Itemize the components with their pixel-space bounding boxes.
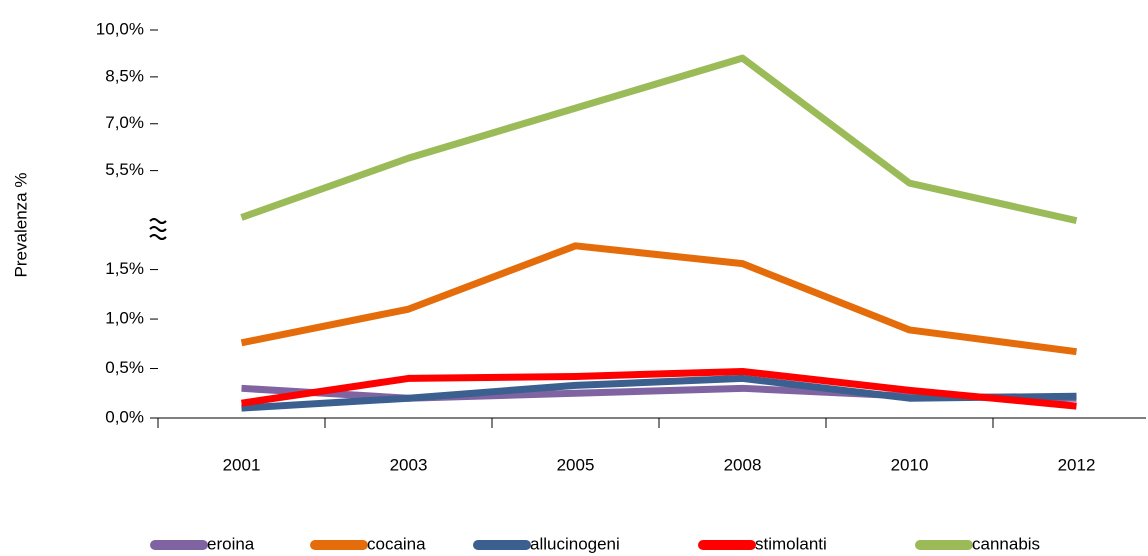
y-tick-label: 0,0% xyxy=(105,407,144,426)
y-tick-label: 7,0% xyxy=(105,113,144,132)
legend: eroina cocaina allucinogeni stimolanti canna… xyxy=(150,534,1040,553)
legend-label: eroina xyxy=(207,534,255,553)
x-tick-label: 2005 xyxy=(557,455,595,474)
y-tick-label: 5,5% xyxy=(105,160,144,179)
y-axis-label: Prevalenza % xyxy=(11,173,30,278)
axis-break xyxy=(149,218,167,240)
legend-label: allucinogeni xyxy=(530,534,620,553)
x-tick-label: 2008 xyxy=(724,455,762,474)
y-tick-label: 10,0% xyxy=(96,19,144,38)
series-line xyxy=(240,367,1077,410)
series-line xyxy=(240,54,1078,225)
x-tick-label: 2001 xyxy=(223,455,261,474)
series-line xyxy=(241,374,1077,412)
x-tick-label: 2012 xyxy=(1058,455,1096,474)
y-tick-label: 1,5% xyxy=(105,259,144,278)
x-tick-label: 2010 xyxy=(891,455,929,474)
legend-label: cocaina xyxy=(367,534,426,553)
y-tick-label: 0,5% xyxy=(105,358,144,377)
y-tick-label: 1,0% xyxy=(105,309,144,328)
x-tick-label: 2003 xyxy=(390,455,428,474)
series-line xyxy=(240,242,1077,356)
legend-label: cannabis xyxy=(972,534,1040,553)
legend-label: stimolanti xyxy=(755,534,827,553)
y-tick-label: 8,5% xyxy=(105,66,144,85)
